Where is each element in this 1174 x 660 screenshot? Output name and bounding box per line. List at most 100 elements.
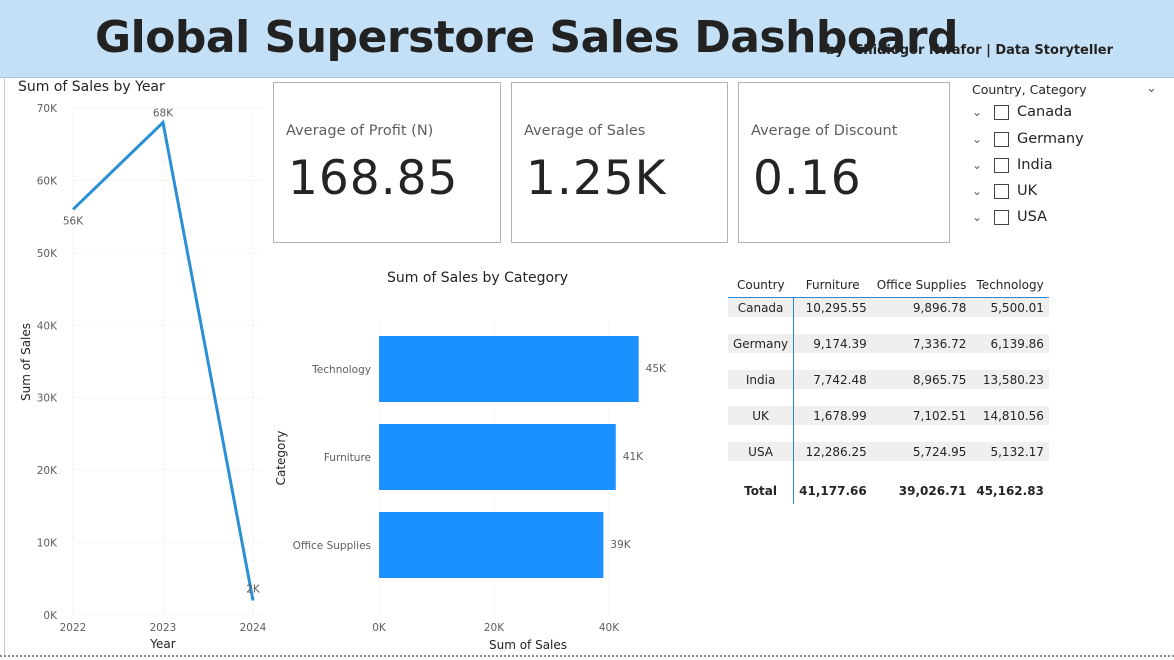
category-label: Furniture (324, 452, 371, 464)
checkbox[interactable] (994, 183, 1009, 199)
slicer-item-germany[interactable]: ⌄ Germany (972, 127, 1084, 151)
table-row[interactable]: India 7,742.48 8,965.75 13,580.23 (728, 370, 1049, 389)
bar-chart-x-title: Sum of Sales (489, 638, 567, 652)
chevron-down-icon[interactable]: ⌄ (1146, 81, 1157, 96)
bar-furniture[interactable] (379, 424, 616, 490)
data-label: 56K (63, 215, 84, 227)
sales-card[interactable]: Average of Sales 1.25K (511, 82, 728, 243)
category-label: Office Supplies (293, 540, 371, 552)
table-row[interactable]: Canada 10,295.55 9,896.78 5,500.01 (728, 297, 1049, 317)
x-tick-label: 2022 (60, 622, 87, 634)
column-header[interactable]: Technology (971, 273, 1049, 298)
data-label: 39K (610, 539, 631, 551)
data-label: 41K (623, 451, 644, 463)
checkbox[interactable] (994, 104, 1009, 120)
author-credit: by Chidiogor Nwafor | Data Storyteller (826, 43, 1123, 58)
checkbox[interactable] (994, 157, 1009, 173)
data-label: 45K (646, 363, 667, 375)
card-value: 168.85 (288, 151, 459, 206)
row-spacer (728, 317, 1049, 334)
bar-chart-title: Sum of Sales by Category (387, 270, 569, 286)
x-tick-label: 0K (372, 622, 387, 634)
country-cell: USA (728, 442, 795, 461)
x-tick-label: 2023 (150, 622, 177, 634)
slicer-item-label: Germany (1017, 131, 1084, 147)
y-tick-label: 60K (37, 175, 58, 187)
slicer-item-canada[interactable]: ⌄ Canada (972, 100, 1072, 124)
y-tick-label: 0K (43, 610, 58, 622)
value-cell: 7,742.48 (793, 370, 872, 389)
total-cell: 41,177.66 (799, 484, 867, 498)
chevron-down-icon[interactable]: ⌄ (972, 105, 983, 119)
line-chart-x-axis: 2022 2023 2024 (60, 622, 267, 634)
header-banner (0, 0, 1174, 78)
page-title: Global Superstore Sales Dashboard (95, 12, 959, 63)
value-cell: 8,965.75 (871, 370, 972, 389)
checkbox[interactable] (994, 209, 1009, 225)
category-label: Technology (311, 364, 371, 376)
sales-by-year-line-chart[interactable]: 0K 10K 20K 30K 40K 50K 60K 70K 2022 2023 2024 56K… (0, 95, 272, 655)
table-row[interactable]: USA 12,286.25 5,724.95 5,132.17 (728, 442, 1049, 461)
card-label: Average of Sales (524, 123, 646, 139)
value-cell: 10,295.55 (793, 297, 872, 317)
table-header-row: Country Furniture Office Supplies Techno… (728, 273, 1049, 298)
author-name: Chidiogor Nwafor | Data Storyteller (853, 43, 1114, 58)
country-cell: UK (728, 406, 795, 425)
column-header[interactable]: Furniture (793, 273, 872, 298)
country-cell: Germany (728, 334, 795, 353)
checkbox[interactable] (994, 131, 1009, 147)
value-cell: 5,132.17 (971, 442, 1049, 461)
slicer-item-label: Canada (1017, 104, 1073, 120)
profit-card[interactable]: Average of Profit (N) 168.85 (273, 82, 501, 243)
row-spacer (728, 425, 1049, 442)
table-row[interactable]: Germany 9,174.39 7,336.72 6,139.86 (728, 334, 1049, 353)
sales-by-category-bar-chart[interactable]: Technology Furniture Office Supplies 0K 20K… (272, 290, 672, 655)
slicer-item-uk[interactable]: ⌄ UK (972, 179, 1037, 203)
line-chart-y-title: Sum of Sales (19, 323, 33, 401)
country-cell: India (728, 370, 795, 389)
line-chart-gridlines (72, 107, 262, 616)
line-chart-x-title: Year (149, 637, 175, 651)
sales-matrix-table[interactable]: Country Furniture Office Supplies Techno… (728, 273, 1049, 504)
total-cell: 45,162.83 (976, 484, 1044, 498)
value-cell: 9,174.39 (793, 334, 872, 353)
line-chart-y-axis: 0K 10K 20K 30K 40K 50K 60K 70K (37, 103, 58, 622)
column-header[interactable]: Country (728, 273, 794, 298)
discount-card[interactable]: Average of Discount 0.16 (738, 82, 950, 243)
chevron-down-icon[interactable]: ⌄ (972, 158, 983, 172)
table-row[interactable]: UK 1,678.99 7,102.51 14,810.56 (728, 406, 1049, 425)
chevron-down-icon[interactable]: ⌄ (972, 184, 983, 198)
chevron-down-icon[interactable]: ⌄ (972, 210, 983, 224)
chevron-down-icon[interactable]: ⌄ (972, 132, 983, 146)
slicer-item-india[interactable]: ⌄ India (972, 153, 1053, 177)
bar-chart-y-title: Category (274, 431, 288, 486)
value-cell: 7,102.51 (871, 406, 972, 425)
row-spacer (728, 353, 1049, 370)
card-label: Average of Discount (751, 123, 898, 139)
line-chart-title: Sum of Sales by Year (18, 79, 165, 95)
value-cell: 7,336.72 (871, 334, 972, 353)
bar-office-supplies[interactable] (379, 512, 604, 578)
line-series[interactable] (71, 119, 255, 601)
slicer-item-label: USA (1017, 209, 1048, 225)
column-header[interactable]: Office Supplies (871, 273, 972, 298)
total-label: Total (728, 478, 795, 504)
y-tick-label: 10K (37, 538, 58, 550)
card-label: Average of Profit (N) (286, 123, 434, 139)
y-tick-label: 70K (37, 103, 58, 115)
slicer-item-usa[interactable]: ⌄ USA (972, 205, 1047, 229)
x-tick-label: 2024 (240, 622, 267, 634)
bar-technology[interactable] (379, 336, 639, 402)
slicer-item-label: UK (1017, 183, 1038, 199)
y-tick-label: 50K (37, 248, 58, 260)
canvas-border (4, 77, 5, 655)
y-tick-label: 30K (37, 393, 58, 405)
by-label: by (826, 43, 844, 58)
bar-chart-y-axis: Technology Furniture Office Supplies (293, 364, 371, 552)
total-cell: 39,026.71 (898, 484, 967, 498)
bar-series[interactable] (379, 336, 639, 578)
line-data-labels: 56K 68K 2K (63, 107, 261, 595)
country-cell: Canada (728, 297, 795, 317)
total-row[interactable]: Total 41,177.66 39,026.71 45,162.83 (728, 478, 1049, 504)
card-value: 0.16 (753, 151, 862, 206)
